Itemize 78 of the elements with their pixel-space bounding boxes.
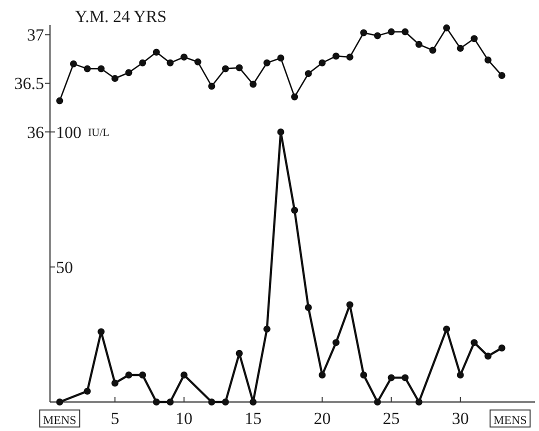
point (277, 54, 284, 62)
point (98, 328, 105, 336)
point (318, 59, 326, 66)
point (56, 398, 64, 406)
point (139, 59, 146, 66)
point (456, 44, 464, 52)
point (332, 339, 340, 346)
point (125, 371, 132, 378)
x-tick-label: MENS (493, 413, 527, 427)
point (470, 339, 478, 346)
point (388, 28, 395, 36)
point (374, 32, 381, 40)
point (443, 326, 450, 333)
y2-tick-label: 36 (27, 122, 44, 142)
point (498, 344, 506, 352)
point (291, 206, 298, 214)
point (180, 371, 188, 378)
x-tick-label: 20 (314, 409, 331, 428)
point (152, 48, 160, 56)
point (443, 24, 450, 32)
point (263, 59, 270, 66)
point (139, 371, 146, 378)
point (236, 64, 243, 72)
point (152, 398, 160, 406)
point (304, 70, 312, 78)
point (346, 54, 354, 61)
point (456, 371, 464, 378)
x-tick-label: 25 (382, 409, 400, 428)
point (98, 65, 105, 72)
x-tick-label: 15 (244, 409, 262, 428)
chart-title: Y.M. 24 YRS (75, 7, 167, 26)
point (70, 60, 77, 68)
point (236, 350, 243, 357)
point (84, 388, 91, 395)
x-tick-label: 30 (452, 409, 469, 428)
point (318, 371, 326, 378)
point (332, 52, 340, 60)
point (484, 56, 492, 64)
point (374, 398, 381, 406)
point (415, 398, 422, 406)
point (360, 371, 368, 378)
y2-tick-label: 36.5 (14, 74, 44, 94)
point (84, 65, 91, 72)
y-axis-title: IU/L (88, 126, 110, 139)
point (304, 304, 312, 311)
point (56, 97, 64, 104)
point (222, 398, 229, 406)
point (429, 46, 436, 54)
point (484, 352, 492, 360)
point (250, 398, 257, 406)
point (346, 301, 354, 308)
point (208, 398, 216, 406)
point (415, 40, 422, 48)
point (111, 380, 118, 387)
point (180, 54, 188, 61)
point (250, 80, 257, 88)
point (498, 72, 506, 80)
point (111, 74, 118, 82)
point (166, 398, 174, 406)
point (388, 374, 395, 382)
x-tick-label: 10 (176, 409, 193, 428)
point (277, 128, 284, 136)
point (166, 59, 174, 66)
point (125, 69, 132, 76)
point (291, 93, 298, 100)
point (222, 65, 229, 72)
x-tick-label: MENS (43, 413, 76, 427)
point (208, 82, 216, 90)
y-tick-label: 50 (56, 258, 73, 277)
point (194, 58, 202, 66)
point (263, 326, 270, 333)
point (402, 28, 409, 36)
point (360, 29, 368, 36)
point (470, 35, 478, 42)
point (402, 374, 409, 382)
x-tick-label: 5 (110, 409, 120, 428)
y2-tick-label: 37 (27, 26, 44, 45)
y-tick-label: 100 (56, 122, 82, 142)
